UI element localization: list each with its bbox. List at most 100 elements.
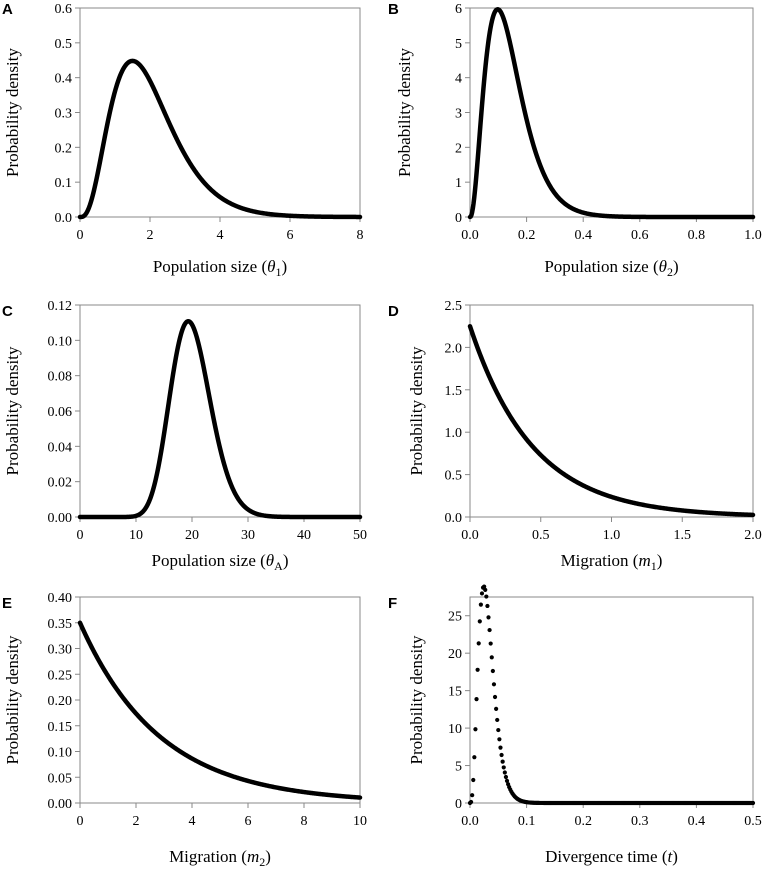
plot-frame (79, 304, 361, 518)
data-point (488, 641, 493, 646)
panel-letter: C (2, 303, 13, 320)
data-point (500, 759, 505, 764)
y-tick-label: 25 (448, 610, 462, 625)
data-point (750, 800, 756, 806)
data-point (503, 774, 509, 780)
x-tick-label: 1.0 (744, 228, 762, 243)
x-tick-label: 0.5 (744, 814, 762, 829)
y-tick-label: 15 (448, 685, 462, 700)
density-curve (77, 319, 363, 520)
plot-frame (79, 7, 361, 218)
data-point (487, 627, 492, 633)
plot-frame (469, 7, 754, 218)
x-tick-label: 6 (287, 228, 294, 243)
y-axis-label: Probability density (407, 346, 426, 475)
y-tick-label: 0.0 (55, 211, 73, 226)
y-tick-label: 0.4 (55, 72, 73, 87)
y-tick-label: 1.0 (445, 426, 463, 441)
y-tick-label: 3 (455, 107, 462, 122)
x-axis-label: Migration (m2) (169, 847, 271, 869)
y-tick-label: 0.02 (48, 476, 73, 491)
y-tick-label: 5 (455, 760, 462, 775)
panel-a: A 0 2 4 6 8 0.0 0.1 0.2 0.3 0.4 0.5 0.6 Population si… (2, 1, 364, 279)
x-tick-label: 0.1 (518, 814, 536, 829)
x-axis-label: Migration (m1) (561, 551, 663, 573)
y-tick-label: 0.2 (55, 141, 73, 156)
data-point (472, 755, 477, 760)
data-point (474, 697, 479, 702)
y-tick-label: 0.08 (48, 370, 73, 385)
y-tick-label: 20 (448, 647, 462, 662)
data-point (477, 619, 482, 624)
y-tick-label: 0.20 (48, 694, 73, 709)
data-point (471, 777, 476, 783)
x-tick-label: 0.2 (518, 228, 536, 243)
data-point (498, 745, 503, 750)
x-tick-label: 0.6 (631, 228, 649, 243)
y-tick-label: 0.5 (55, 37, 73, 52)
data-point (492, 694, 498, 700)
x-tick-label: 8 (357, 228, 364, 243)
data-point (504, 778, 510, 783)
data-point (486, 615, 491, 620)
panel-d: D 0.0 0.5 1.0 1.5 2.0 0.0 0.5 1.0 1.5 2.0 2.5 Migrat… (388, 299, 762, 573)
data-point (489, 655, 494, 660)
data-point (496, 727, 501, 733)
data-point (478, 602, 483, 607)
y-axis-label: Probability density (395, 48, 414, 177)
data-point (485, 603, 490, 609)
y-tick-label: 0.1 (55, 176, 73, 191)
y-tick-label: 0.6 (55, 2, 73, 17)
plot-frame (469, 304, 754, 518)
x-tick-label: 0 (77, 814, 84, 829)
x-tick-label: 4 (217, 228, 224, 243)
y-tick-label: 0.5 (445, 469, 463, 484)
y-axis-label: Probability density (3, 48, 22, 177)
x-tick-label: 2.0 (744, 528, 762, 543)
x-axis-label: Population size (θ1) (153, 257, 287, 279)
data-point (475, 667, 480, 672)
y-tick-label: 2.0 (445, 341, 463, 356)
y-tick-label: 0.06 (48, 405, 73, 420)
density-curve (467, 323, 756, 518)
x-tick-label: 0.4 (688, 814, 706, 829)
data-point (473, 727, 478, 732)
x-tick-label: 0.2 (574, 814, 592, 829)
y-tick-label: 0 (455, 211, 462, 226)
x-tick-label: 0 (77, 228, 84, 243)
x-tick-label: 0.0 (461, 528, 479, 543)
data-point (501, 765, 506, 770)
data-point (484, 594, 489, 599)
x-tick-label: 0.0 (461, 228, 479, 243)
data-point (468, 799, 474, 805)
x-tick-label: 10 (353, 814, 367, 829)
x-tick-label: 1.5 (674, 528, 692, 543)
x-tick-label: 10 (129, 528, 143, 543)
plot-frame (469, 596, 754, 804)
data-point (495, 717, 500, 723)
data-point (483, 587, 488, 592)
x-tick-label: 0.0 (461, 814, 479, 829)
y-tick-label: 0.04 (48, 440, 73, 455)
y-tick-label: 0.0 (445, 511, 463, 526)
y-tick-label: 0.00 (48, 511, 73, 526)
x-tick-label: 0 (77, 528, 84, 543)
y-tick-label: 10 (448, 722, 462, 737)
x-axis-label: Divergence time (t) (545, 847, 678, 866)
data-point (470, 793, 475, 798)
y-tick-label: 0.00 (48, 797, 73, 812)
x-tick-label: 50 (353, 528, 367, 543)
x-axis-label: Population size (θ2) (544, 257, 678, 279)
x-tick-label: 30 (241, 528, 255, 543)
y-tick-label: 0.25 (48, 668, 73, 683)
x-tick-label: 8 (301, 814, 308, 829)
y-tick-label: 2 (455, 141, 462, 156)
x-tick-label: 6 (245, 814, 252, 829)
data-point (499, 752, 504, 758)
y-tick-label: 0.10 (48, 746, 73, 761)
panel-b: B 0.0 0.2 0.4 0.6 0.8 1.0 0 1 2 3 4 5 6 Population siz… (388, 1, 762, 279)
y-tick-label: 0.3 (55, 107, 73, 122)
data-point (479, 591, 485, 596)
y-tick-label: 0.12 (48, 299, 73, 314)
